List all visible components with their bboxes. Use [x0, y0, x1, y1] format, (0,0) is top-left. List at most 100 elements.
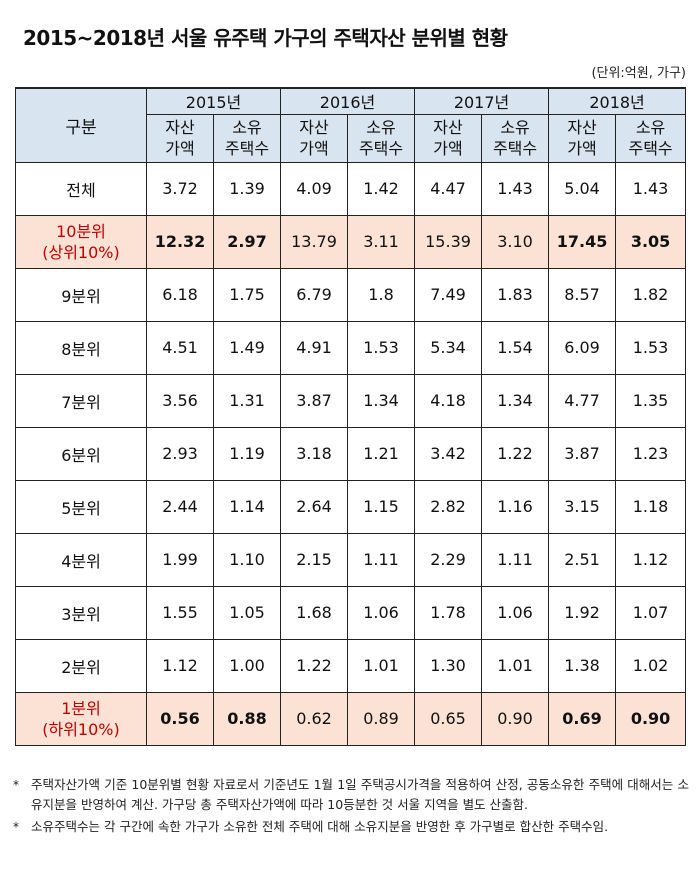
row-label-text: 5분위 [61, 498, 101, 518]
row-label-text: 10분위 [56, 221, 106, 241]
cell-house-count: 1.34 [481, 373, 550, 428]
row-label-subtext: (하위10%) [42, 719, 120, 739]
table-row: 9분위 6.18 1.75 6.79 1.8 7.49 1.83 8.57 1.82 [15, 267, 687, 322]
cell-house-count: 1.15 [347, 479, 416, 534]
cell-house-count: 3.05 [615, 214, 687, 269]
cell-house-count: 3.11 [347, 214, 416, 269]
cell-asset-value: 2.29 [414, 532, 483, 587]
header-asset-value-line1: 자산 [299, 118, 329, 137]
cell-house-count: 0.89 [347, 691, 416, 746]
cell-house-count: 0.90 [481, 691, 550, 746]
table-row: 전체 3.72 1.39 4.09 1.42 4.47 1.43 5.04 1.43 [15, 161, 687, 216]
cell-house-count: 1.49 [212, 320, 282, 375]
row-label: 전체 [15, 161, 147, 216]
table-row: 8분위 4.51 1.49 4.91 1.53 5.34 1.54 6.09 1.53 [15, 320, 687, 375]
cell-house-count: 1.8 [347, 267, 416, 322]
header-house-count-line1: 소유 [366, 118, 396, 137]
header-asset-value-line2: 가액 [165, 139, 195, 158]
row-label-subtext: (상위10%) [42, 242, 120, 262]
header-house-count-line1: 소유 [500, 118, 530, 137]
cell-asset-value: 3.56 [146, 373, 214, 428]
cell-house-count: 1.01 [347, 638, 416, 693]
cell-asset-value: 4.09 [280, 161, 349, 216]
cell-house-count: 1.16 [481, 479, 550, 534]
cell-house-count: 1.06 [481, 585, 550, 640]
cell-asset-value: 13.79 [280, 214, 349, 269]
table-row: 7분위 3.56 1.31 3.87 1.34 4.18 1.34 4.77 1.35 [15, 373, 687, 428]
row-label: 10분위 (상위10%) [15, 214, 147, 269]
row-label: 6분위 [15, 426, 147, 481]
header-house-count-line1: 소유 [232, 118, 262, 137]
cell-asset-value: 6.18 [146, 267, 214, 322]
cell-house-count: 1.42 [347, 161, 416, 216]
cell-asset-value: 4.77 [548, 373, 617, 428]
table-row: 1분위 (하위10%) 0.56 0.88 0.62 0.89 0.65 0.90 0.69 0.… [15, 691, 687, 746]
cell-asset-value: 2.82 [414, 479, 483, 534]
cell-house-count: 1.07 [615, 585, 687, 640]
row-label: 4분위 [15, 532, 147, 587]
cell-asset-value: 4.18 [414, 373, 483, 428]
cell-asset-value: 3.87 [548, 426, 617, 481]
header-house-count-line1: 소유 [635, 118, 666, 137]
cell-house-count: 1.14 [212, 479, 282, 534]
cell-asset-value: 1.38 [548, 638, 617, 693]
header-asset-value-line2: 가액 [299, 139, 329, 158]
cell-asset-value: 5.34 [414, 320, 483, 375]
header-asset-value-line1: 자산 [165, 118, 195, 137]
cell-house-count: 1.53 [615, 320, 687, 375]
header-asset-value-line2: 가액 [567, 139, 597, 158]
header-house-count-line2: 주택수 [224, 139, 270, 158]
footnote: * 주택자산가액 기준 10분위별 현황 자료로서 기준년도 1월 1일 주택공시… [13, 775, 689, 815]
page-title: 2015~2018년 서울 유주택 가구의 주택자산 분위별 현황 [23, 26, 508, 50]
row-label: 1분위 (하위10%) [15, 691, 147, 746]
cell-house-count: 1.22 [481, 426, 550, 481]
header-year: 2016년 [280, 87, 416, 115]
cell-asset-value: 1.99 [146, 532, 214, 587]
footnote-mark: * [13, 820, 19, 834]
row-label-text: 1분위 [61, 698, 101, 718]
cell-asset-value: 4.51 [146, 320, 214, 375]
cell-house-count: 1.05 [212, 585, 282, 640]
cell-house-count: 2.97 [212, 214, 282, 269]
cell-asset-value: 2.64 [280, 479, 349, 534]
cell-house-count: 0.88 [212, 691, 282, 746]
cell-house-count: 1.31 [212, 373, 282, 428]
footnote-mark: * [13, 778, 19, 792]
cell-house-count: 1.54 [481, 320, 550, 375]
cell-house-count: 1.35 [615, 373, 687, 428]
row-label-text: 6분위 [61, 445, 101, 465]
cell-house-count: 3.10 [481, 214, 550, 269]
asset-decile-table: 구분 2015년 2016년 2017년 2018년 자산 가액 소유 주택수 자산 가액… [15, 87, 687, 746]
cell-house-count: 1.10 [212, 532, 282, 587]
cell-house-count: 1.11 [347, 532, 416, 587]
cell-asset-value: 4.91 [280, 320, 349, 375]
cell-asset-value: 6.79 [280, 267, 349, 322]
header-year: 2018년 [548, 87, 687, 115]
cell-asset-value: 2.93 [146, 426, 214, 481]
cell-asset-value: 0.62 [280, 691, 349, 746]
cell-house-count: 1.18 [615, 479, 687, 534]
header-asset-value-line1: 자산 [433, 118, 463, 137]
table-row: 6분위 2.93 1.19 3.18 1.21 3.42 1.22 3.87 1.23 [15, 426, 687, 481]
cell-house-count: 1.00 [212, 638, 282, 693]
footnote-text: 소유주택수는 각 구간에 속한 가구가 소유한 전체 주택에 대해 소유지분을 … [31, 819, 609, 834]
header-house-count: 소유 주택수 [615, 113, 687, 163]
footnote: * 소유주택수는 각 구간에 속한 가구가 소유한 전체 주택에 대해 소유지분을… [13, 817, 689, 837]
cell-asset-value: 5.04 [548, 161, 617, 216]
header-house-count-line2: 주택수 [492, 139, 538, 158]
row-label: 8분위 [15, 320, 147, 375]
row-label-text: 9분위 [61, 286, 101, 306]
row-label-text: 3분위 [61, 604, 101, 624]
row-label: 9분위 [15, 267, 147, 322]
cell-asset-value: 1.30 [414, 638, 483, 693]
cell-asset-value: 1.78 [414, 585, 483, 640]
cell-house-count: 1.82 [615, 267, 687, 322]
cell-house-count: 1.19 [212, 426, 282, 481]
header-house-count-line2: 주택수 [358, 139, 404, 158]
table-row: 4분위 1.99 1.10 2.15 1.11 2.29 1.11 2.51 1.12 [15, 532, 687, 587]
row-label: 5분위 [15, 479, 147, 534]
row-label-text: 2분위 [61, 657, 101, 677]
